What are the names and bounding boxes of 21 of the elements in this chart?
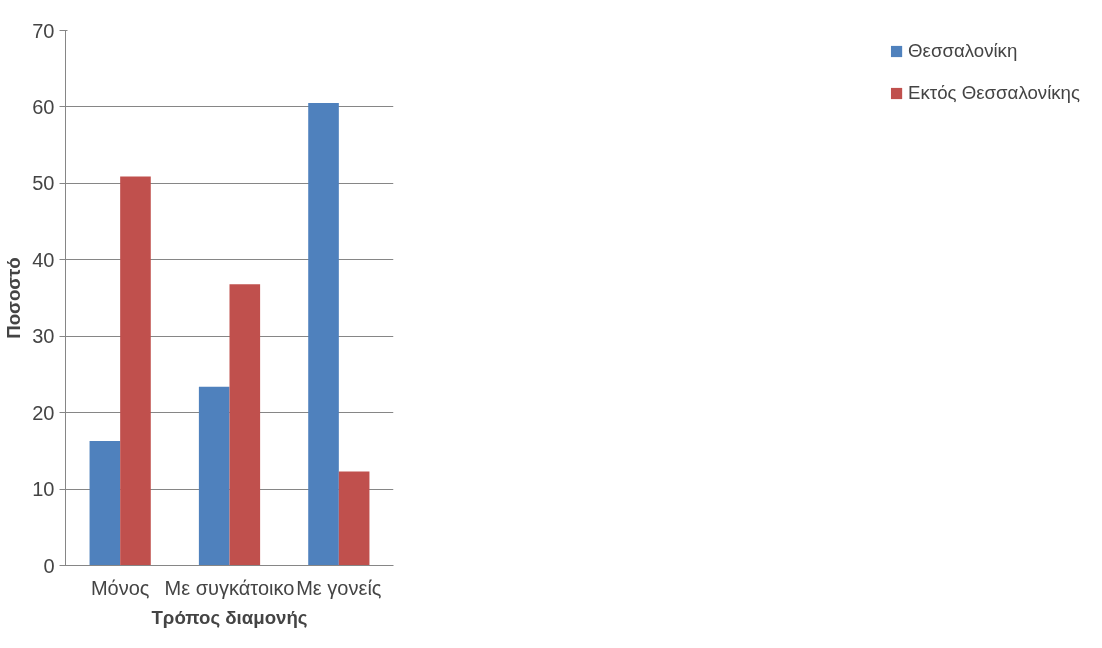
bar — [89, 440, 121, 566]
y-tick-label: 0 — [43, 554, 55, 577]
bar — [229, 284, 261, 566]
bar — [120, 176, 151, 566]
y-tick-label: 30 — [32, 325, 55, 348]
y-tick-label: 50 — [32, 172, 55, 195]
bar — [198, 386, 230, 566]
x-axis-title: Τρόπος διαμονής — [151, 606, 308, 628]
x-tick-label: Με γονείς — [296, 576, 382, 599]
y-tick-label: 20 — [32, 401, 55, 424]
x-tick-label: Μόνος — [90, 576, 150, 599]
bar — [338, 471, 370, 566]
y-tick-label: 10 — [32, 478, 55, 501]
y-tick-label: 40 — [32, 248, 55, 271]
y-tick-label: 60 — [32, 95, 55, 118]
legend-label: Θεσσαλονίκη — [908, 40, 1018, 62]
x-tick-label: Με συγκάτοικο — [164, 576, 295, 599]
y-axis-title: Ποσοστό — [3, 257, 25, 339]
y-tick-label: 70 — [32, 19, 55, 42]
legend-label: Εκτός Θεσσαλονίκης — [908, 82, 1080, 104]
bar — [308, 103, 339, 566]
